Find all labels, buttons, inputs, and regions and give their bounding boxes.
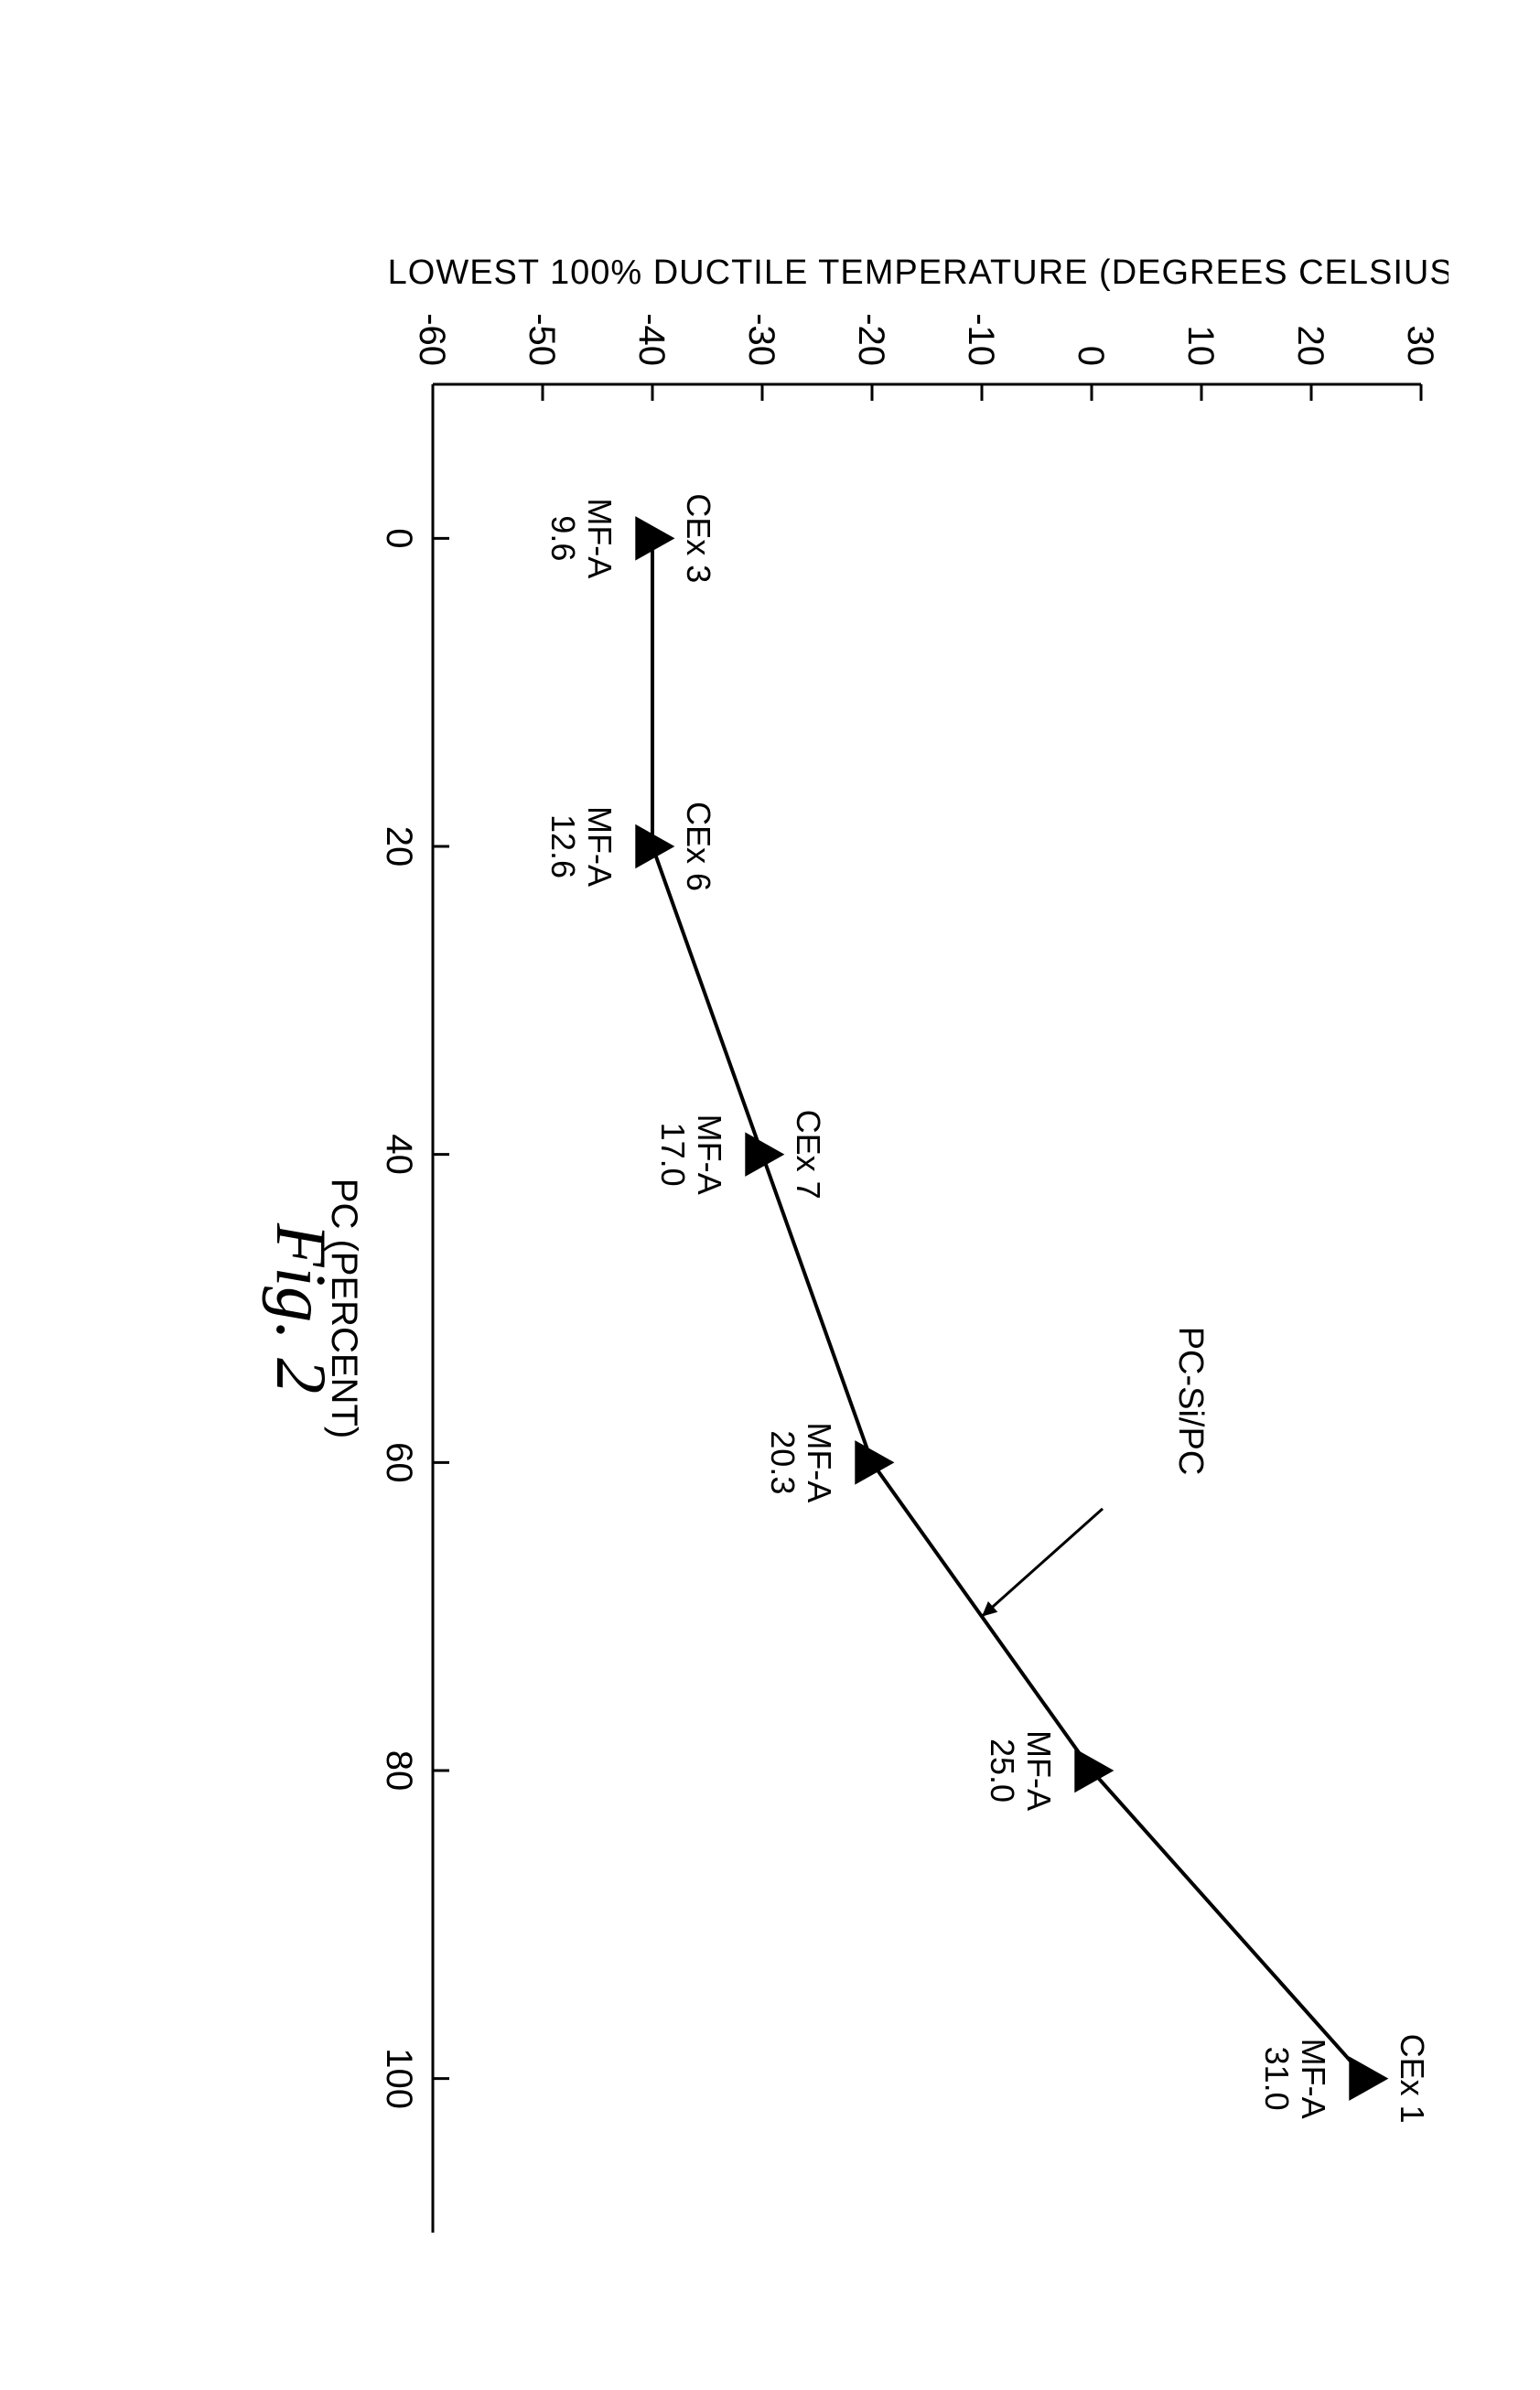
triangle-up-icon xyxy=(1350,2057,1388,2100)
point-bottom-label-2: 9.6 xyxy=(544,515,582,561)
y-tick-label: 10 xyxy=(1180,326,1221,367)
y-tick-label: -40 xyxy=(631,313,672,366)
line-chart: -60-50-40-30-20-100102030020406080100PC … xyxy=(259,256,1448,2269)
point-bottom-label-1: MF-A xyxy=(801,1422,838,1502)
y-tick-label: 30 xyxy=(1400,326,1440,367)
point-bottom-label-2: 20.3 xyxy=(764,1430,802,1494)
y-tick-label: -50 xyxy=(522,313,562,366)
x-tick-label: 100 xyxy=(379,2048,419,2109)
point-bottom-label-2: 12.6 xyxy=(544,814,582,878)
y-tick-label: -20 xyxy=(851,313,891,366)
point-bottom-label-2: 17.0 xyxy=(654,1123,692,1187)
series-line xyxy=(652,538,1366,2078)
y-tick-label: -60 xyxy=(412,313,452,366)
triangle-up-icon xyxy=(746,1133,784,1176)
triangle-up-icon xyxy=(636,517,674,560)
point-top-label: CEx 7 xyxy=(790,1110,827,1200)
point-bottom-label-1: MF-A xyxy=(1295,2039,1332,2119)
point-top-label: CEx 1 xyxy=(1394,2034,1431,2124)
triangle-up-icon xyxy=(856,1441,894,1484)
series-callout-label: PC-Si/PC xyxy=(1171,1327,1210,1476)
callout-arrow-shaft xyxy=(982,1509,1103,1617)
y-tick-label: -30 xyxy=(741,313,781,366)
x-tick-label: 40 xyxy=(379,1134,419,1175)
y-tick-label: -10 xyxy=(961,313,1001,366)
x-tick-label: 20 xyxy=(379,826,419,867)
figure-label: Fig. 2 xyxy=(262,1222,341,1394)
x-tick-label: 0 xyxy=(379,528,419,548)
point-top-label: CEx 3 xyxy=(680,493,717,583)
point-bottom-label-2: 25.0 xyxy=(984,1739,1021,1803)
point-bottom-label-1: MF-A xyxy=(691,1114,728,1195)
y-axis-title: LOWEST 100% DUCTILE TEMPERATURE (DEGREES… xyxy=(388,256,1448,292)
x-tick-label: 80 xyxy=(379,1750,419,1792)
y-tick-label: 0 xyxy=(1071,346,1111,366)
point-top-label: CEx 6 xyxy=(680,802,717,891)
point-bottom-label-1: MF-A xyxy=(581,806,619,887)
triangle-up-icon xyxy=(636,825,674,868)
point-bottom-label-1: MF-A xyxy=(581,498,619,578)
point-bottom-label-2: 31.0 xyxy=(1258,2047,1296,2111)
point-bottom-label-1: MF-A xyxy=(1020,1730,1058,1811)
x-tick-label: 60 xyxy=(379,1442,419,1483)
y-tick-label: 20 xyxy=(1290,326,1330,367)
